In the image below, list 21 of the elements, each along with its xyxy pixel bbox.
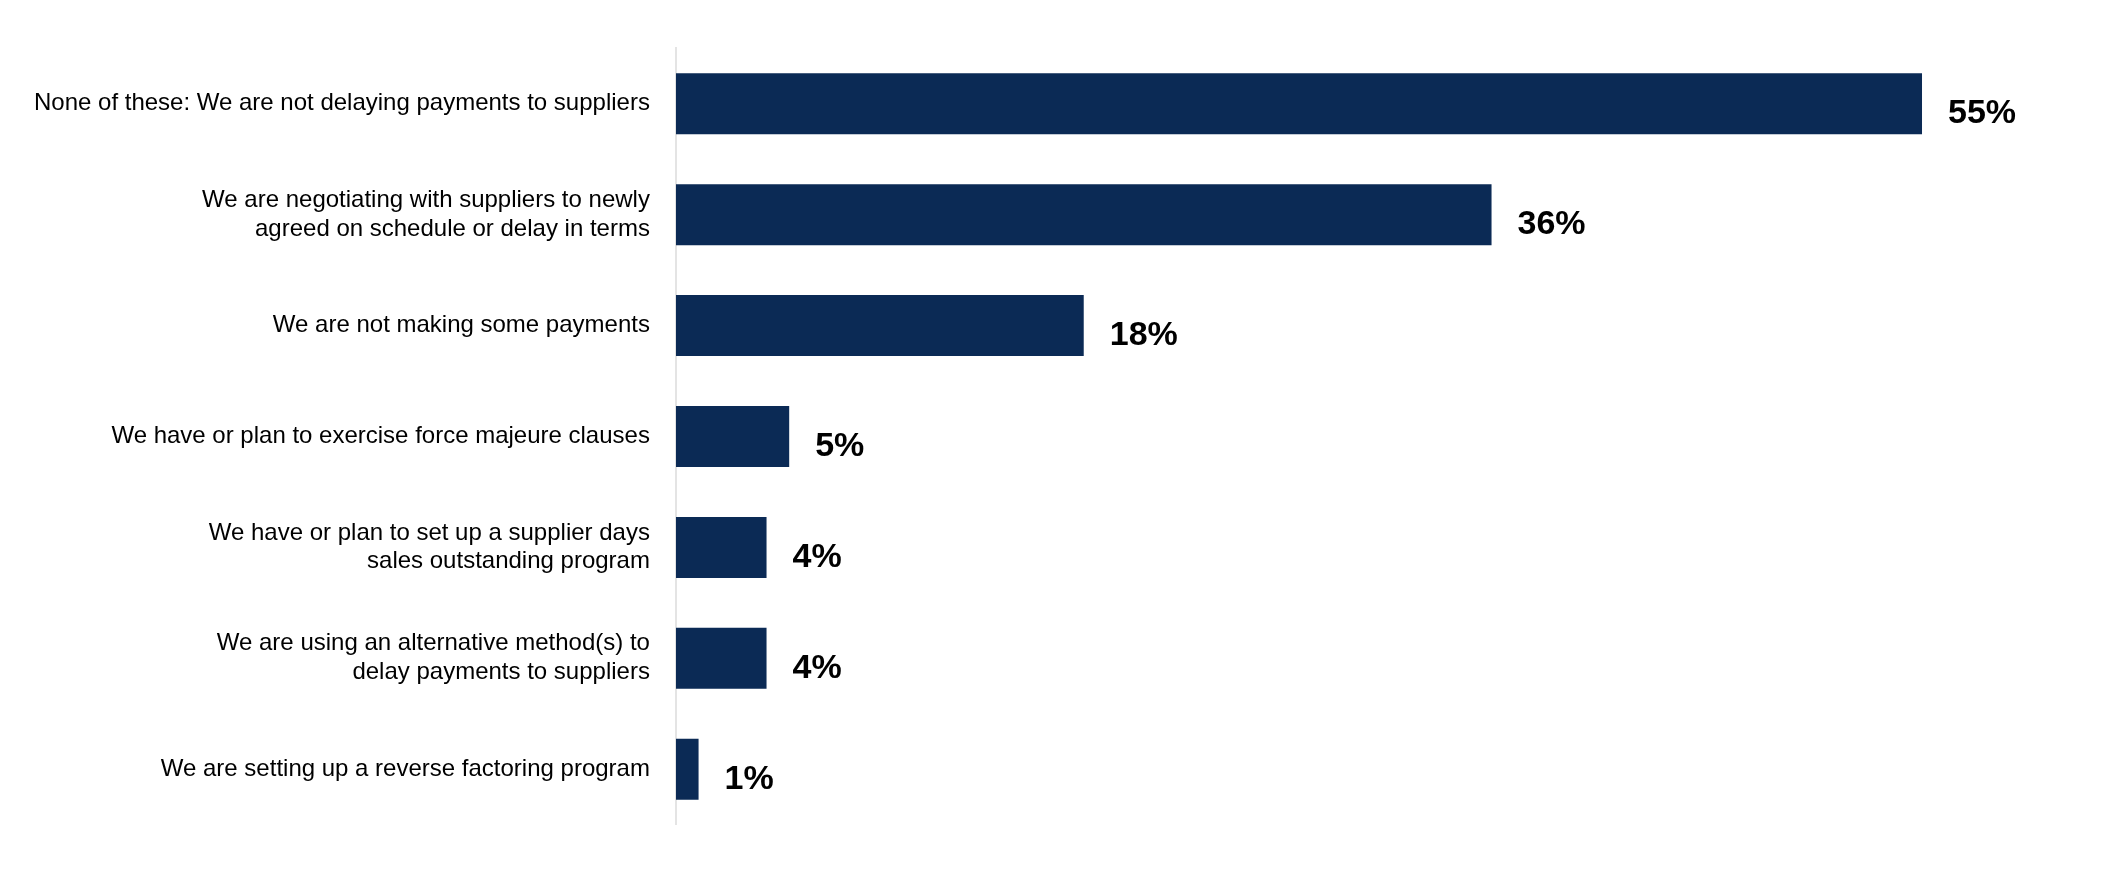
bar bbox=[675, 73, 1923, 135]
y-tick-label: We are negotiating with suppliers to newly agreed on schedule or delay in terms bbox=[202, 184, 650, 241]
data-label: 55% bbox=[1948, 92, 2017, 131]
bar bbox=[675, 516, 767, 578]
data-label: 18% bbox=[1109, 313, 1178, 352]
y-tick-label: We have or plan to set up a supplier days sales outstanding program bbox=[208, 517, 650, 574]
bar bbox=[675, 738, 699, 800]
y-tick-label: We have or plan to exercise force majeure clauses bbox=[111, 421, 650, 449]
data-label: 36% bbox=[1517, 203, 1586, 242]
bar bbox=[675, 295, 1084, 357]
y-tick-label: We are setting up a reverse factoring program bbox=[160, 753, 650, 781]
data-label: 4% bbox=[792, 646, 842, 685]
y-tick-label: We are not making some payments bbox=[272, 310, 650, 338]
bar bbox=[675, 406, 790, 467]
bar bbox=[675, 184, 1492, 246]
bar bbox=[675, 627, 767, 689]
data-label: 1% bbox=[724, 757, 774, 796]
y-tick-label: We are using an alternative method(s) to delay payments to suppliers bbox=[216, 628, 650, 685]
data-label: 5% bbox=[815, 424, 865, 463]
data-label: 4% bbox=[792, 535, 842, 574]
y-tick-label: None of these: We are not delaying payments to suppliers bbox=[33, 88, 650, 116]
